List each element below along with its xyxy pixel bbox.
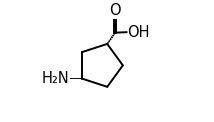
Text: OH: OH [127, 25, 149, 40]
Text: H₂N: H₂N [42, 71, 70, 86]
Text: O: O [109, 3, 121, 18]
